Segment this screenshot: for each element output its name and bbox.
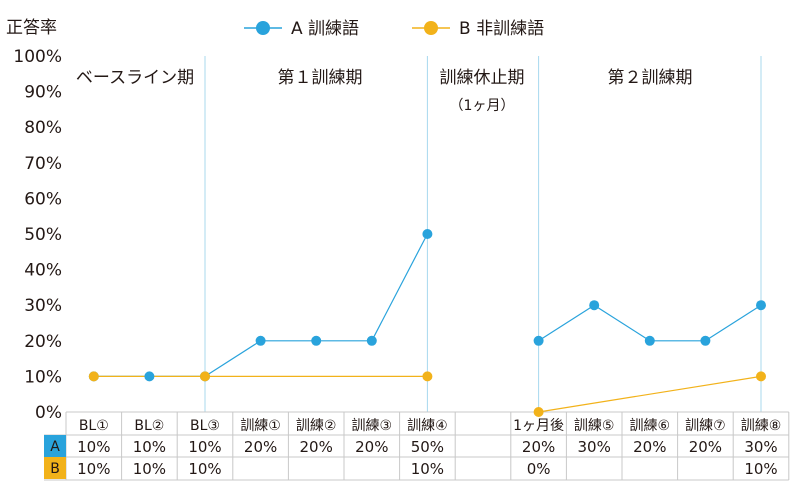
data-label-A: 10% (188, 438, 221, 456)
data-point-A (422, 229, 433, 239)
data-point-B (200, 371, 210, 382)
y-tick-label: 30% (24, 296, 62, 316)
x-tick-label: 訓練④ (407, 418, 448, 434)
series-segment-A (538, 304, 595, 342)
y-tick-label: 50% (24, 225, 62, 245)
legend: A 訓練語 B 非訓練語 (244, 19, 544, 39)
data-point-A (644, 335, 655, 346)
y-tick-label: 10% (24, 367, 62, 387)
data-point-A (756, 300, 766, 311)
legend-label-A: A 訓練語 (291, 19, 359, 39)
x-tick-label: 1ヶ月後 (513, 418, 564, 434)
legend-label-B: B 非訓練語 (459, 19, 544, 39)
phase-label: 訓練休止期 (440, 68, 525, 88)
phase-sublabel: （1ヶ月） (450, 98, 515, 114)
data-point-A (533, 335, 544, 346)
data-label-A: 20% (355, 438, 388, 456)
data-point-B (756, 371, 766, 382)
series-segment-A (371, 233, 428, 342)
series-segment-A (204, 340, 261, 377)
data-point-A (144, 371, 155, 382)
x-tick-label: 訓練⑥ (630, 418, 671, 434)
y-tick-label: 70% (24, 154, 62, 174)
y-tick-label: 90% (24, 83, 62, 103)
y-tick-label: 0% (35, 403, 62, 423)
phase-label: ベースライン期 (76, 68, 194, 88)
data-label-A: 20% (522, 438, 555, 456)
series-segment-A (705, 304, 762, 342)
series-segment-A (593, 304, 651, 342)
row-key-label: A (50, 439, 60, 455)
y-axis-label: 正答率 (6, 18, 57, 38)
data-label-A: 10% (133, 438, 166, 456)
series-points (88, 229, 766, 417)
row-key-box-A (44, 435, 66, 457)
data-point-A (700, 335, 711, 346)
data-label-B: 10% (411, 460, 444, 478)
legend-marker-B (424, 21, 438, 35)
y-tick-label: 100% (13, 47, 62, 67)
phase-label: 第２訓練期 (608, 68, 693, 88)
row-key-box-B (44, 457, 66, 479)
data-label-B: 10% (188, 460, 221, 478)
data-point-A (311, 335, 322, 346)
data-label-A: 50% (411, 438, 444, 456)
x-tick-label: 訓練② (296, 418, 337, 434)
x-tick-label: 訓練⑦ (685, 418, 726, 434)
data-table: BL① BL② BL③ 訓練① 訓練② 訓練③ 訓練④ 1ヶ月後 訓練⑤ 訓練⑥ 訓練⑦ 訓練⑧ A 10… (44, 411, 790, 481)
data-label-B: 0% (527, 460, 551, 478)
phase-dividers: ベースライン期 第１訓練期 訓練休止期 （1ヶ月） 第２訓練期 (76, 56, 762, 412)
data-point-B (88, 371, 99, 382)
data-label-A: 30% (744, 438, 777, 456)
data-point-B (422, 371, 433, 382)
x-tick-label: 訓練⑧ (741, 418, 782, 434)
data-point-A (255, 335, 266, 346)
data-point-B (533, 407, 544, 417)
data-label-A: 10% (77, 438, 110, 456)
x-tick-label: BL② (134, 418, 164, 434)
x-tick-label: BL③ (190, 418, 220, 434)
y-tick-label: 40% (24, 261, 62, 281)
data-label-B: 10% (77, 460, 110, 478)
data-label-A: 30% (578, 438, 611, 456)
data-label-B: 10% (133, 460, 166, 478)
data-label-B: 10% (744, 460, 777, 478)
y-tick-label: 20% (24, 332, 62, 352)
data-label-A: 20% (300, 438, 333, 456)
row-key-label: B (50, 461, 60, 477)
y-axis-ticks: 0% 10% 20% 30% 40% 50% 60% 70% 80% 90% 100% (13, 47, 62, 423)
phase-label: 第１訓練期 (278, 68, 363, 88)
x-tick-label: 訓練③ (352, 418, 393, 434)
x-tick-label: 訓練⑤ (574, 418, 615, 434)
y-tick-label: 80% (24, 118, 62, 138)
y-tick-label: 60% (24, 189, 62, 209)
data-label-A: 20% (689, 438, 722, 456)
x-tick-label: 訓練① (240, 418, 281, 434)
legend-marker-A (256, 21, 270, 35)
data-point-A (366, 335, 377, 346)
data-label-A: 20% (244, 438, 277, 456)
x-tick-label: BL① (79, 418, 109, 434)
series-segment-B (538, 375, 762, 413)
data-label-A: 20% (633, 438, 666, 456)
data-point-A (589, 300, 600, 311)
